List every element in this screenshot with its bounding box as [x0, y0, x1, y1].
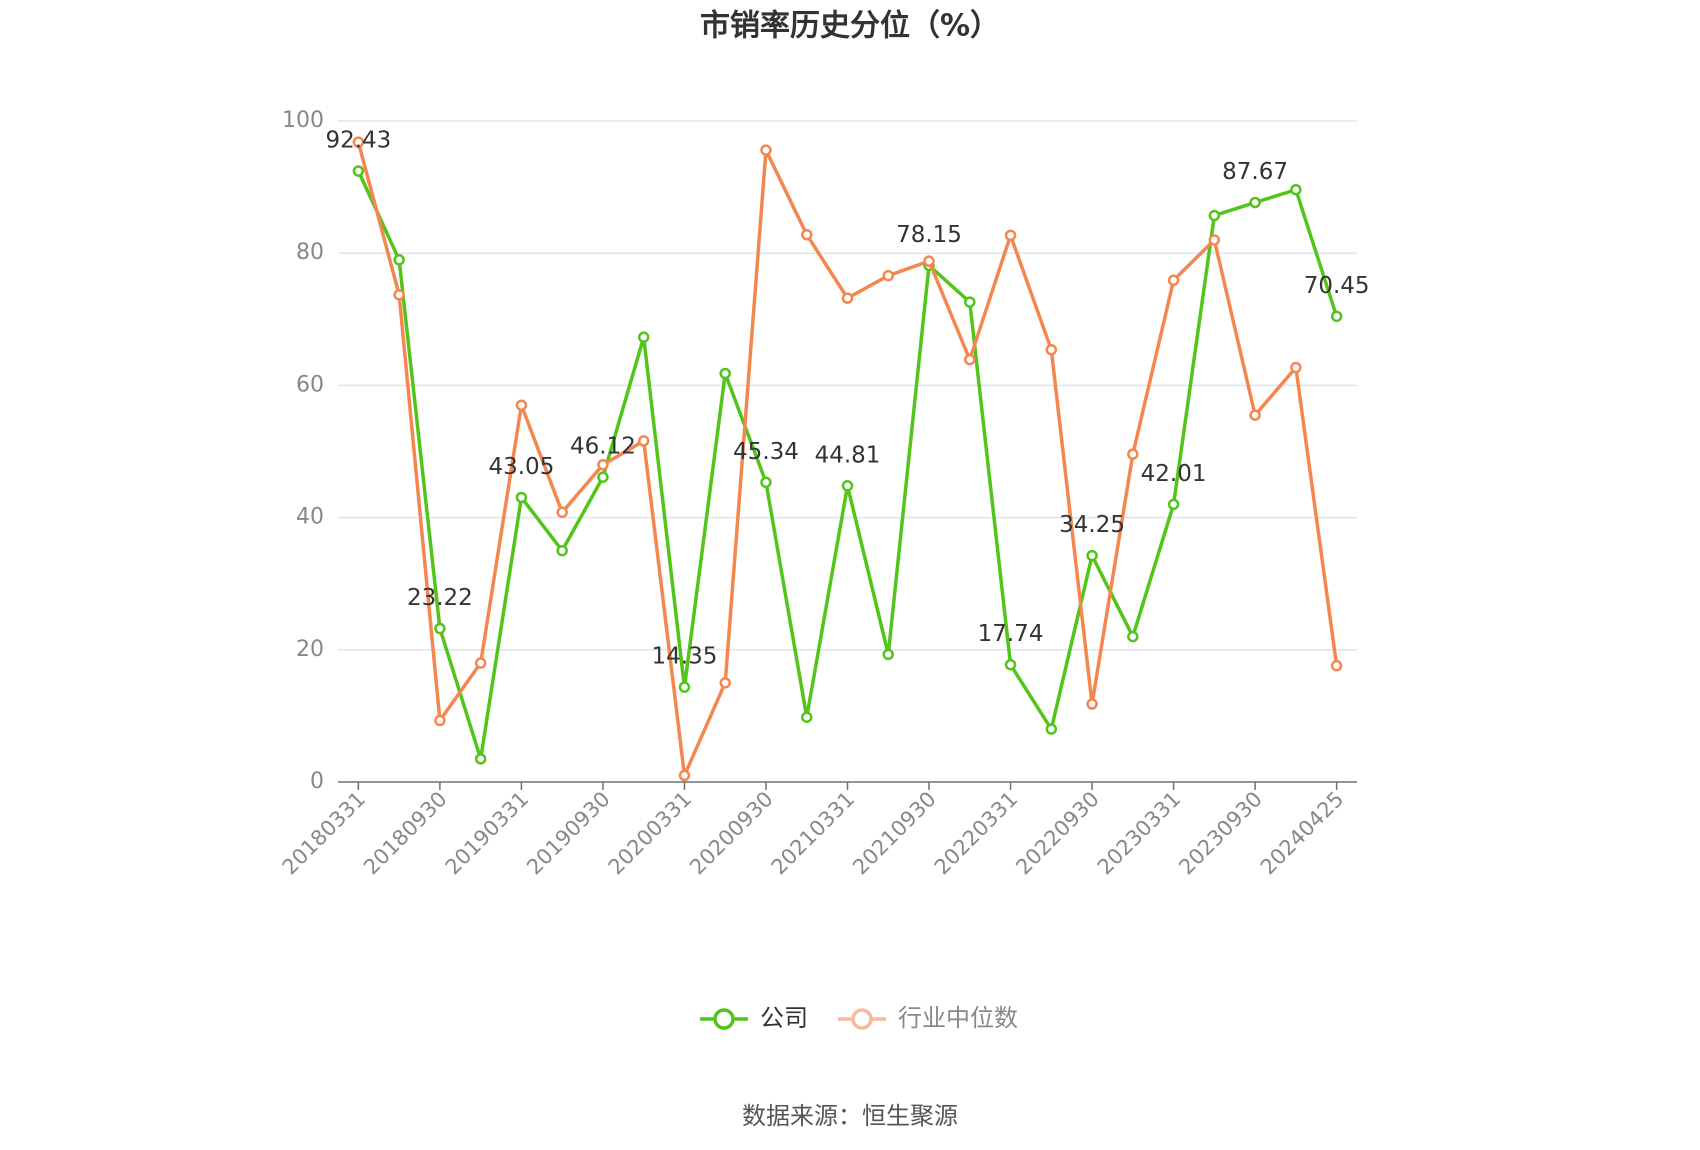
point [637, 331, 650, 343]
y-tick-label: 80 [296, 240, 324, 265]
point [678, 681, 691, 693]
data-label: 44.81 [815, 442, 881, 468]
point [760, 476, 772, 489]
legend-label: 行业中位数 [898, 1004, 1018, 1032]
point [760, 144, 772, 156]
x-tick-label: 20230930 [1174, 787, 1267, 880]
x-tick-label: 20180331 [278, 787, 371, 880]
data-label: 46.12 [570, 434, 636, 460]
legend-marker [713, 1008, 735, 1030]
data-label: 45.34 [733, 439, 799, 465]
point [1290, 361, 1302, 374]
y-tick-label: 100 [282, 108, 324, 133]
point [882, 648, 895, 661]
point [474, 657, 487, 669]
point [556, 544, 568, 557]
point [1330, 310, 1343, 323]
point [800, 711, 813, 723]
point [1167, 498, 1180, 511]
point [841, 480, 854, 492]
point [637, 435, 650, 447]
x-tick-label: 20200331 [604, 787, 697, 880]
x-tick-label: 20200930 [685, 787, 778, 880]
point [474, 753, 487, 765]
point [393, 254, 405, 266]
x-tick-label: 20230331 [1093, 787, 1186, 880]
point [352, 136, 365, 148]
point [719, 367, 731, 380]
point [1127, 448, 1139, 460]
data-label: 14.35 [652, 644, 718, 670]
point [597, 458, 609, 471]
x-tick-label: 20220331 [930, 787, 1023, 880]
point [1045, 343, 1058, 356]
point [1208, 234, 1221, 246]
data-label: 17.74 [978, 621, 1044, 647]
point [1290, 183, 1302, 196]
data-label: 92.43 [325, 128, 391, 154]
point [1249, 196, 1261, 209]
point [800, 228, 813, 241]
point [1086, 698, 1098, 710]
point [393, 289, 405, 301]
point [678, 769, 691, 782]
data-label: 42.01 [1141, 461, 1207, 487]
y-tick-label: 20 [296, 637, 324, 662]
point [923, 255, 935, 267]
data-label: 78.15 [896, 222, 962, 248]
point [352, 165, 365, 177]
point [1208, 209, 1221, 222]
point [515, 399, 528, 411]
chart-title: 市销率历史分位（%） [700, 9, 1000, 44]
legend-label: 公司 [760, 1004, 808, 1032]
point [1004, 229, 1017, 242]
y-tick-label: 0 [310, 769, 324, 794]
point [1330, 659, 1343, 672]
point [1045, 723, 1058, 735]
y-tick-label: 60 [296, 372, 324, 397]
point [1127, 630, 1139, 643]
point [434, 622, 446, 635]
point [964, 296, 976, 308]
source-note: 数据来源：恒生聚源 [742, 1102, 958, 1130]
point [515, 491, 528, 504]
point [556, 506, 568, 519]
point [841, 292, 854, 304]
x-tick-label: 20190930 [522, 787, 615, 880]
x-tick-label: 20210331 [767, 787, 860, 880]
point [1004, 658, 1017, 671]
point [882, 269, 895, 282]
data-label: 34.25 [1059, 512, 1125, 538]
x-tick-label: 20220930 [1011, 787, 1104, 880]
x-tick-label: 20180930 [359, 787, 452, 880]
y-tick-label: 40 [296, 505, 324, 530]
point [1167, 274, 1180, 287]
legend-marker [851, 1008, 873, 1030]
data-label: 87.67 [1222, 159, 1288, 185]
x-tick-label: 20240425 [1256, 787, 1349, 880]
point [1086, 549, 1098, 562]
data-label: 23.22 [407, 585, 473, 611]
x-tick-label: 20190331 [441, 787, 534, 880]
point [597, 471, 609, 483]
point [964, 353, 976, 366]
data-label: 70.45 [1304, 273, 1370, 299]
data-label: 43.05 [488, 454, 554, 480]
point [1249, 409, 1261, 421]
x-tick-label: 20210930 [848, 787, 941, 880]
point [434, 714, 446, 727]
point [719, 677, 731, 689]
